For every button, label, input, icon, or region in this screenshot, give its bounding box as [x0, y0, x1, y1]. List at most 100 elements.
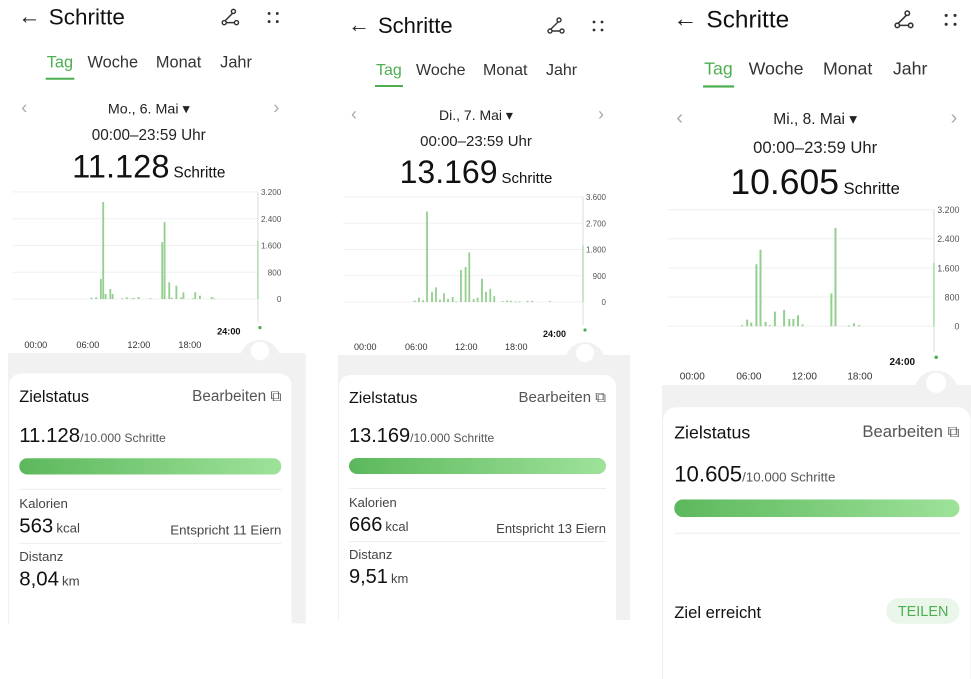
share-route-icon[interactable]	[218, 5, 242, 29]
step-bar	[526, 300, 529, 302]
tab-monat[interactable]: Monat	[483, 62, 528, 79]
steps-bar-chart[interactable]: 3.200 2.400 1.600 800 0 24:00	[8, 179, 294, 342]
edit-button[interactable]: Bearbeiten ⧉	[192, 387, 281, 404]
step-bar	[149, 297, 152, 299]
external-edit-icon: ⧉	[595, 389, 606, 406]
tab-jahr[interactable]: Jahr	[546, 62, 578, 79]
step-bar	[443, 293, 445, 302]
calories-value: 666 kcal	[349, 514, 409, 537]
goal-status-card: Zielstatus Bearbeiten ⧉ 13.169/10.000 Sc…	[339, 375, 616, 620]
step-bar	[858, 325, 861, 327]
tab-tag[interactable]: Tag	[46, 53, 74, 72]
steps-bar-chart[interactable]: 3.200 2.400 1.600 800 0 24:00	[662, 196, 971, 374]
edit-button[interactable]: Bearbeiten ⧉	[862, 423, 959, 442]
tab-monat[interactable]: Monat	[822, 59, 873, 79]
chart-handle[interactable]	[565, 342, 605, 362]
x-tick-label: 18:00	[847, 370, 873, 382]
step-bar	[472, 299, 475, 302]
tab-woche[interactable]: Woche	[87, 53, 139, 72]
date-selector[interactable]: Mi., 8. Mai ▾	[773, 109, 858, 128]
chevron-right-icon[interactable]: ›	[598, 104, 604, 124]
end-time-label: 24:00	[543, 329, 566, 339]
step-bar	[180, 296, 182, 299]
step-bar	[759, 249, 762, 327]
date-selector[interactable]: Mo., 6. Mai ▾	[107, 99, 190, 116]
y-tick-label: 0	[955, 322, 960, 332]
step-count: 11.128	[72, 147, 170, 185]
step-bar	[783, 309, 786, 327]
more-options-icon[interactable]	[261, 5, 285, 29]
steps-value: 11.128	[19, 424, 81, 447]
calories-number: 563	[19, 514, 54, 538]
tab-woche[interactable]: Woche	[416, 62, 466, 79]
y-tick-label: 2.400	[261, 214, 282, 223]
step-bar	[111, 293, 114, 299]
share-route-icon[interactable]	[891, 7, 918, 34]
step-unit: Schritte	[501, 170, 553, 187]
step-bar	[447, 299, 449, 302]
more-options-icon[interactable]	[937, 7, 964, 34]
goal-progress-text: 11.128/10.000 Schritte	[19, 424, 166, 447]
chart-handle[interactable]	[913, 370, 959, 393]
x-tick-label: 00:00	[24, 339, 48, 350]
time-range: 00:00–23:59 Uhr	[91, 126, 206, 144]
back-arrow-icon[interactable]: ←	[348, 12, 370, 37]
goal-value: /10.000 Schritte	[410, 431, 495, 445]
calories-unit: kcal	[56, 519, 80, 536]
x-tick-label: 18:00	[178, 339, 202, 350]
x-tick-label: 06:00	[405, 342, 428, 352]
step-bar	[439, 299, 441, 302]
step-bar	[501, 301, 504, 302]
tab-tag[interactable]: Tag	[376, 62, 402, 79]
tab-monat[interactable]: Monat	[155, 53, 202, 72]
step-bar	[182, 291, 185, 299]
current-time-dot	[934, 355, 938, 360]
distance-number: 9,51	[349, 566, 388, 588]
goal-progress-text: 13.169/10.000 Schritte	[349, 425, 494, 448]
calories-number: 666	[349, 514, 383, 536]
chevron-right-icon[interactable]: ›	[273, 96, 280, 117]
step-bar	[476, 297, 479, 302]
chevron-left-icon[interactable]: ‹	[351, 104, 357, 124]
edit-button[interactable]: Bearbeiten ⧉	[519, 389, 606, 406]
more-options-icon[interactable]	[586, 14, 610, 38]
share-route-icon[interactable]	[544, 14, 568, 38]
external-edit-icon: ⧉	[947, 422, 960, 442]
steps-bar-chart[interactable]: 3.600 2.700 1.800 900 0 24:00	[338, 185, 618, 345]
step-bar	[451, 297, 454, 302]
back-arrow-icon[interactable]: ←	[18, 2, 41, 29]
back-arrow-icon[interactable]: ←	[673, 4, 698, 33]
edit-label: Bearbeiten	[862, 422, 943, 442]
step-bar	[121, 297, 124, 299]
tab-woche[interactable]: Woche	[748, 59, 804, 79]
step-bar	[796, 315, 799, 327]
goal-status-card: Zielstatus Bearbeiten ⧉ 11.128/10.000 Sc…	[9, 373, 292, 623]
step-bar	[104, 293, 107, 299]
step-bar	[764, 321, 767, 327]
tab-jahr[interactable]: Jahr	[220, 53, 252, 72]
step-bar	[755, 264, 758, 327]
step-bar	[493, 296, 496, 302]
step-bar	[191, 297, 194, 299]
step-bar	[194, 291, 197, 299]
y-tick-label: 800	[945, 292, 960, 302]
step-bar	[418, 297, 420, 302]
chart-handle[interactable]	[239, 339, 281, 360]
step-bar	[213, 297, 216, 299]
tab-tag[interactable]: Tag	[704, 59, 733, 79]
tab-jahr[interactable]: Jahr	[892, 59, 928, 79]
date-selector[interactable]: Di., 7. Mai ▾	[439, 107, 513, 123]
chevron-left-icon[interactable]: ‹	[21, 96, 28, 117]
step-bar	[130, 297, 133, 299]
x-tick-label: 06:00	[736, 370, 762, 382]
chevron-left-icon[interactable]: ‹	[676, 106, 684, 129]
share-button[interactable]: TEILEN	[886, 598, 960, 624]
step-unit: Schritte	[173, 163, 226, 182]
egg-equivalent: Entspricht 13 Eiern	[496, 521, 606, 536]
chevron-right-icon[interactable]: ›	[950, 106, 958, 129]
distance-number: 8,04	[19, 567, 59, 591]
distance-label: Distanz	[349, 547, 393, 562]
goal-reached-label: Ziel erreicht	[674, 603, 762, 623]
step-total: 13.169 Schritte	[338, 154, 614, 191]
step-unit: Schritte	[843, 179, 900, 199]
